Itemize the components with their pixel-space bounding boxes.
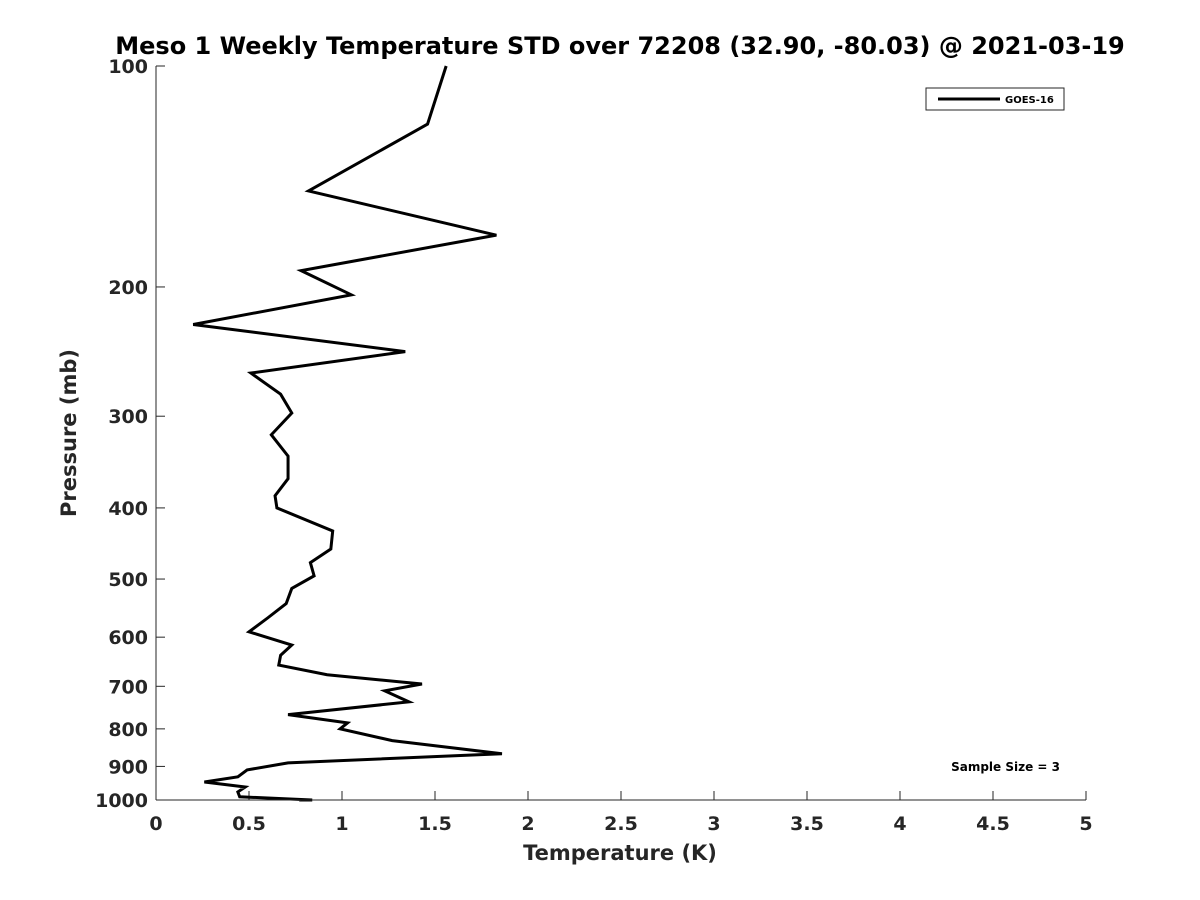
x-tick-label: 5 [1079,813,1092,835]
x-tick-label: 2.5 [604,813,638,835]
plot-area [192,65,503,802]
x-tick-label: 0.5 [232,813,266,835]
x-tick-label: 4.5 [976,813,1010,835]
legend-label: GOES-16 [1005,95,1054,106]
y-tick-label: 700 [108,676,148,698]
x-tick-label: 0 [149,813,162,835]
x-axis-label: Temperature (K) [523,841,717,865]
x-axis: 0 0.5 1 1.5 2 2.5 3 3.5 4 4.5 5 [149,791,1093,835]
sample-size-annotation: Sample Size = 3 [951,760,1060,774]
y-tick-label: 100 [108,56,148,78]
x-tick-label: 1 [335,813,348,835]
y-tick-label: 900 [108,756,148,778]
y-tick-label: 200 [108,277,148,299]
y-axis: 100 200 300 400 500 600 700 800 900 1000 [95,56,165,812]
series-line-0 [192,65,503,802]
y-tick-label: 1000 [95,790,148,812]
x-tick-label: 3 [707,813,720,835]
x-tick-label: 2 [521,813,534,835]
y-tick-label: 400 [108,498,148,520]
chart-title: Meso 1 Weekly Temperature STD over 72208… [115,32,1125,60]
y-tick-label: 800 [108,719,148,741]
x-tick-label: 3.5 [790,813,824,835]
y-tick-label: 300 [108,406,148,428]
legend: GOES-16 [925,87,1065,111]
y-tick-label: 600 [108,627,148,649]
y-axis-label: Pressure (mb) [57,349,81,517]
x-tick-label: 4 [893,813,906,835]
y-tick-label: 500 [108,569,148,591]
x-tick-label: 1.5 [418,813,452,835]
